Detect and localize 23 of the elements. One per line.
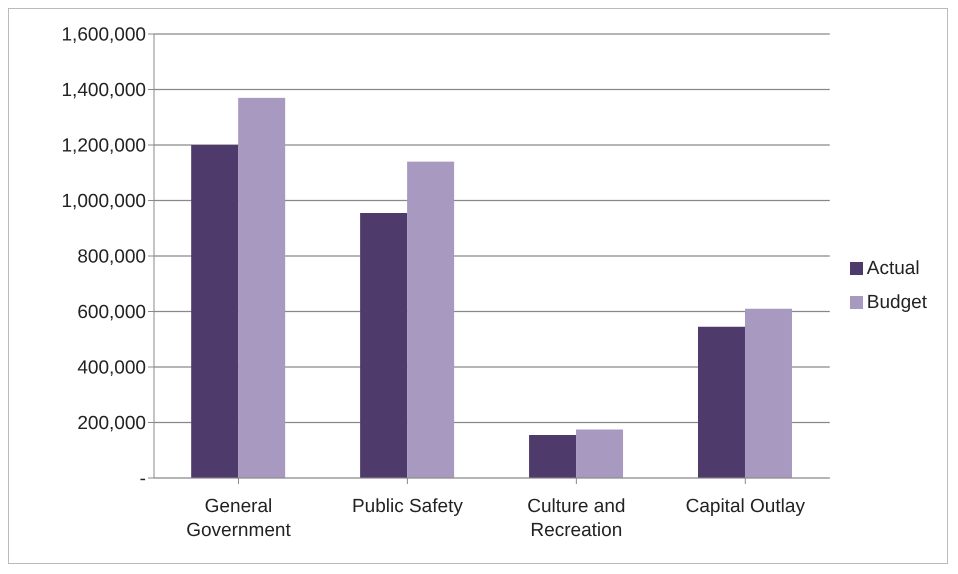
y-tick-label: 400,000 — [77, 358, 146, 379]
x-tick-label: General Government — [186, 496, 292, 541]
bar — [698, 326, 745, 478]
bar — [744, 308, 792, 478]
y-tick-label: 600,000 — [77, 302, 146, 324]
bar — [238, 98, 286, 478]
y-tick-label: 1,000,000 — [61, 191, 146, 212]
y-tick-label: - — [140, 468, 146, 490]
legend-label: Actual — [866, 258, 920, 279]
x-tick-label: Culture and Recreation — [527, 496, 626, 541]
bar — [576, 429, 624, 478]
bar — [529, 434, 576, 478]
y-tick-label: 200,000 — [77, 413, 146, 434]
y-tick-label: 1,600,000 — [61, 24, 146, 46]
y-tick-label: 1,200,000 — [61, 136, 146, 157]
y-tick-label: 800,000 — [77, 246, 146, 268]
legend-label: Budget — [866, 292, 927, 313]
bar — [191, 145, 238, 478]
bar — [407, 162, 454, 478]
bar — [360, 212, 408, 478]
x-tick-label: Capital Outlay — [686, 496, 806, 517]
x-tick-label: Public Safety — [352, 496, 464, 517]
y-tick-label: 1,400,000 — [61, 80, 146, 102]
